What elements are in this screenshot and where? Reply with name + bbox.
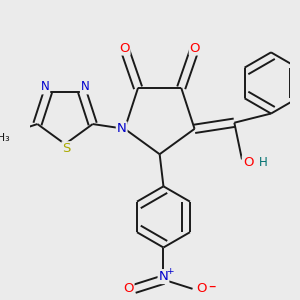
- Text: O: O: [190, 41, 200, 55]
- Text: O: O: [243, 156, 253, 169]
- Text: N: N: [159, 270, 168, 283]
- Text: O: O: [119, 41, 130, 55]
- Text: N: N: [40, 80, 49, 94]
- Text: N: N: [117, 122, 127, 135]
- Text: N: N: [81, 80, 90, 94]
- Text: S: S: [62, 142, 71, 155]
- Text: O: O: [123, 282, 134, 295]
- Text: H: H: [259, 156, 268, 169]
- Text: O: O: [196, 282, 207, 295]
- Text: CH₃: CH₃: [0, 133, 11, 143]
- Text: +: +: [166, 268, 173, 277]
- Text: –: –: [209, 279, 216, 294]
